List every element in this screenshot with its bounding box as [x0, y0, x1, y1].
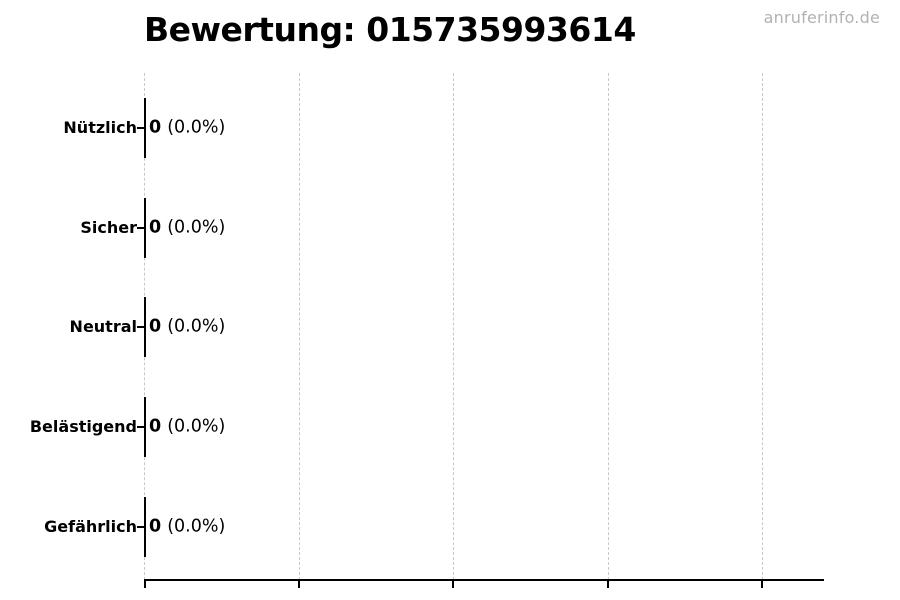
- zero-bar-outline: [144, 297, 146, 357]
- chart-row-sicher: Sicher 0 (0.0%): [0, 198, 900, 258]
- bar-value: 0: [149, 316, 162, 337]
- chart-title: Bewertung: 015735993614: [144, 10, 636, 49]
- x-axis-tick: [761, 580, 763, 588]
- y-axis-tick: [137, 426, 144, 428]
- zero-bar-outline: [144, 497, 146, 557]
- bar-percent: (0.0%): [167, 516, 226, 537]
- bar-value: 0: [149, 217, 162, 238]
- chart-row-gefaehrlich: Gefährlich 0 (0.0%): [0, 497, 900, 557]
- bar-value: 0: [149, 117, 162, 138]
- bar-value-label: 0 (0.0%): [149, 517, 225, 537]
- x-axis-line: [144, 579, 824, 581]
- category-label: Nützlich: [63, 118, 137, 138]
- y-axis-tick: [137, 526, 144, 528]
- y-axis-tick: [137, 227, 144, 229]
- bar-percent: (0.0%): [167, 316, 226, 337]
- chart-row-nuetzlich: Nützlich 0 (0.0%): [0, 98, 900, 158]
- x-axis-tick: [144, 580, 146, 588]
- category-label: Gefährlich: [44, 517, 137, 537]
- bar-value-label: 0 (0.0%): [149, 218, 225, 238]
- gridline: [299, 73, 300, 580]
- zero-bar-outline: [144, 198, 146, 258]
- bar-value-label: 0 (0.0%): [149, 317, 225, 337]
- chart-row-neutral: Neutral 0 (0.0%): [0, 297, 900, 357]
- bar-value: 0: [149, 416, 162, 437]
- bar-value: 0: [149, 516, 162, 537]
- x-axis-tick: [452, 580, 454, 588]
- bar-percent: (0.0%): [167, 117, 226, 138]
- bar-value-label: 0 (0.0%): [149, 118, 225, 138]
- gridline: [608, 73, 609, 580]
- bar-percent: (0.0%): [167, 217, 226, 238]
- y-axis-tick: [137, 127, 144, 129]
- x-axis-tick: [298, 580, 300, 588]
- watermark-anruferinfo: anruferinfo.de: [763, 8, 880, 27]
- bar-percent: (0.0%): [167, 416, 226, 437]
- zero-bar-outline: [144, 397, 146, 457]
- category-label: Neutral: [69, 317, 137, 337]
- bar-value-label: 0 (0.0%): [149, 417, 225, 437]
- category-label: Belästigend: [29, 417, 137, 437]
- chart-row-belaestigend: Belästigend 0 (0.0%): [0, 397, 900, 457]
- y-axis-tick: [137, 326, 144, 328]
- x-axis-tick: [607, 580, 609, 588]
- gridline: [762, 73, 763, 580]
- zero-bar-outline: [144, 98, 146, 158]
- gridline: [453, 73, 454, 580]
- category-label: Sicher: [80, 218, 137, 238]
